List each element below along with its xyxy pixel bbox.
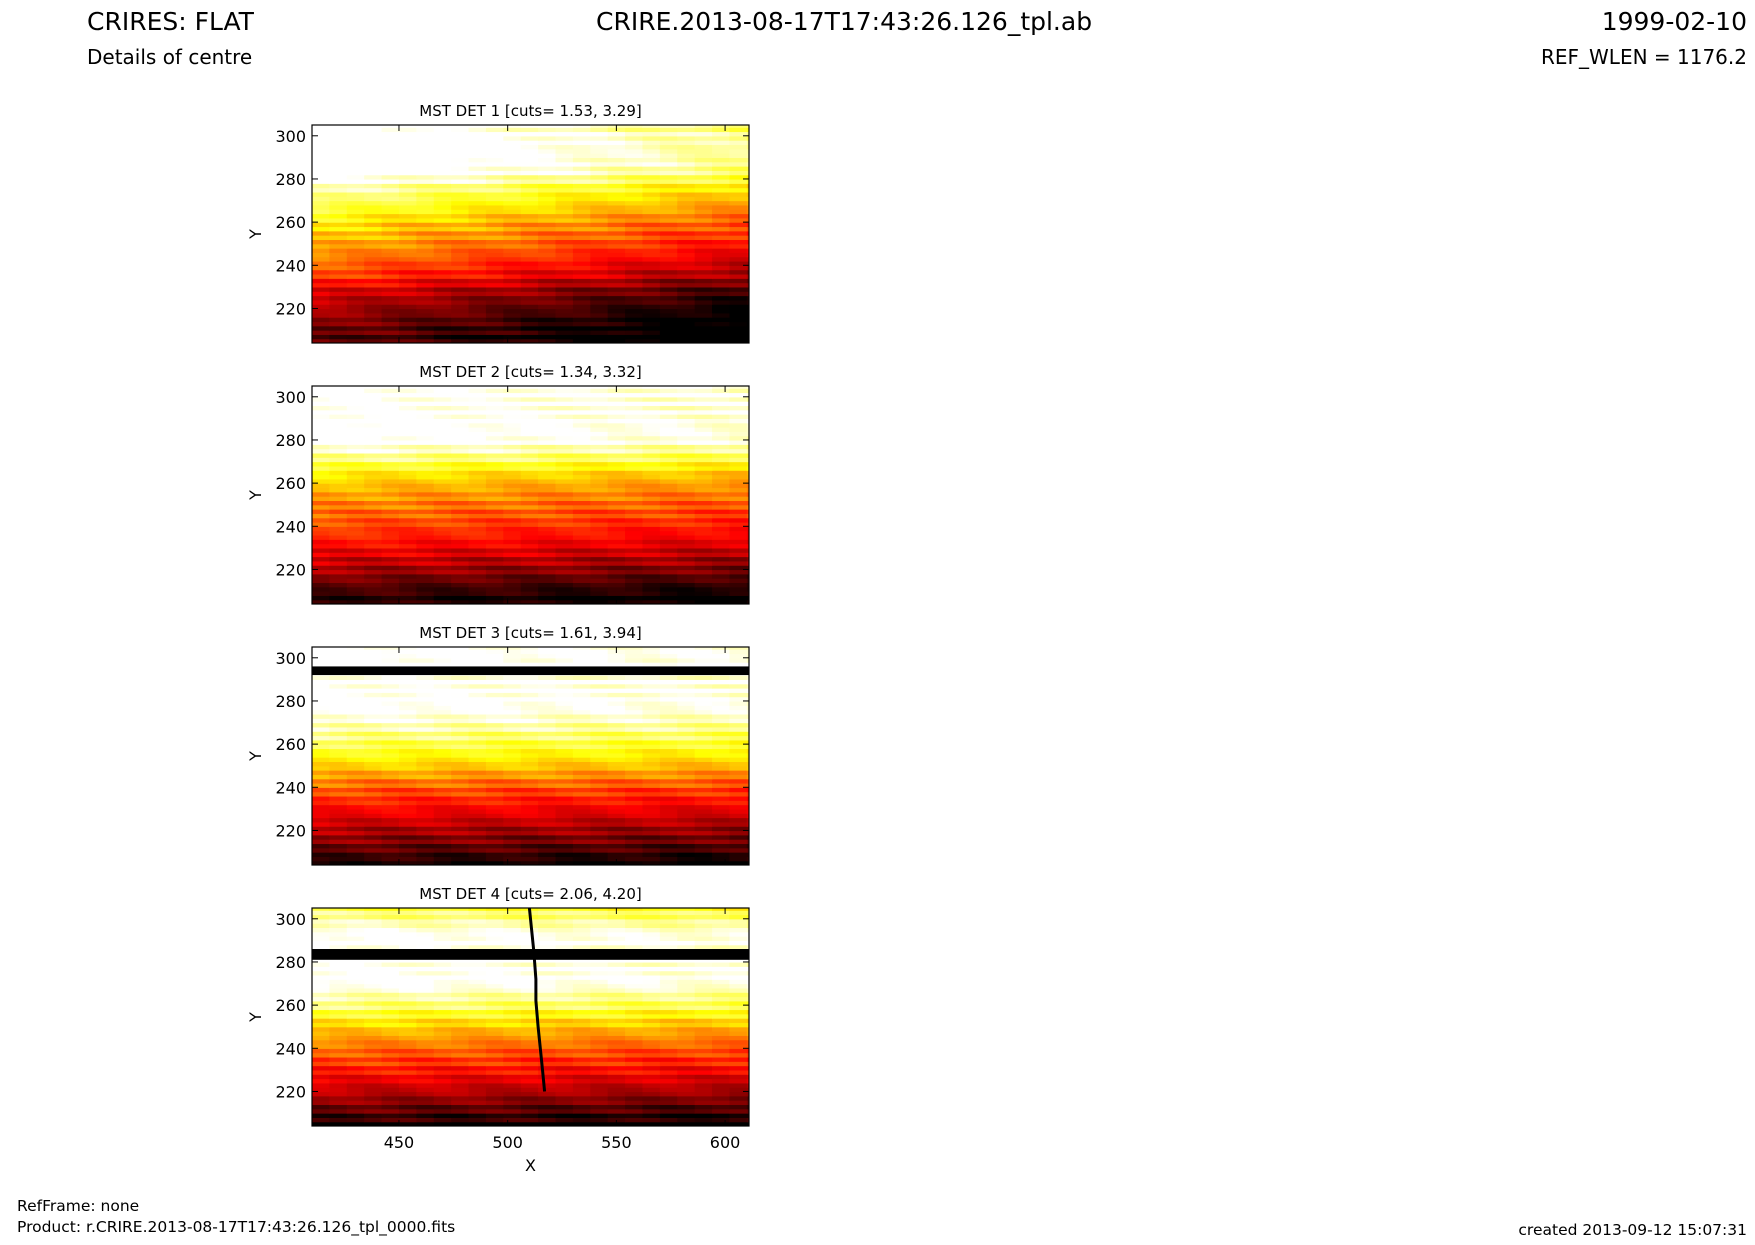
heatmap-image — [312, 386, 749, 604]
y-tick-label: 220 — [275, 1082, 306, 1101]
y-tick-label: 240 — [275, 1039, 306, 1058]
report-subtitle: Details of centre — [87, 45, 253, 69]
panel-title: MST DET 3 [cuts= 1.61, 3.94] — [419, 624, 642, 642]
y-axis-label: Y — [246, 490, 265, 501]
y-tick-label: 300 — [275, 127, 306, 146]
product-label: Product: r.CRIRE.2013-08-17T17:43:26.126… — [17, 1218, 456, 1236]
detector-panel-3: MST DET 3 [cuts= 1.61, 3.94] 220 240 260 280… — [246, 624, 750, 866]
y-tick-label: 220 — [275, 299, 306, 318]
y-axis-label: Y — [246, 229, 265, 240]
y-tick-label: 300 — [275, 910, 306, 929]
y-tick-label: 300 — [275, 388, 306, 407]
bad-row-band — [312, 666, 749, 676]
detector-panel-4: MST DET 4 [cuts= 2.06, 4.20] 220 240 260 280… — [246, 885, 750, 1175]
ref-wlen: REF_WLEN = 1176.2 — [1540, 45, 1747, 69]
y-tick-label: 280 — [275, 692, 306, 711]
y-tick-label: 240 — [275, 256, 306, 275]
panel-frame — [311, 646, 750, 866]
panel-title: MST DET 1 [cuts= 1.53, 3.29] — [419, 102, 642, 120]
x-tick-label: 500 — [492, 1133, 523, 1152]
y-tick-label: 280 — [275, 953, 306, 972]
heatmap-image — [312, 125, 749, 343]
panel-title: MST DET 2 [cuts= 1.34, 3.32] — [419, 363, 642, 381]
refframe-label: RefFrame: none — [17, 1197, 140, 1215]
y-tick-label: 220 — [275, 821, 306, 840]
y-tick-label: 280 — [275, 170, 306, 189]
created-label: created 2013-09-12 15:07:31 — [1518, 1221, 1747, 1239]
x-tick-label: 450 — [384, 1133, 415, 1152]
observation-date: 1999-02-10 — [1601, 7, 1747, 36]
y-tick-label: 240 — [275, 517, 306, 536]
panel-frame — [311, 385, 750, 605]
bad-row-band — [312, 949, 749, 960]
y-tick-label: 220 — [275, 560, 306, 579]
x-tick-label: 600 — [710, 1133, 741, 1152]
file-name: CRIRE.2013-08-17T17:43:26.126_tpl.ab — [596, 7, 1093, 36]
y-tick-label: 260 — [275, 474, 306, 493]
y-axis-label: Y — [246, 1012, 265, 1023]
x-axis-label: X — [525, 1156, 536, 1175]
y-tick-label: 260 — [275, 996, 306, 1015]
y-tick-label: 280 — [275, 431, 306, 450]
panel-title: MST DET 4 [cuts= 2.06, 4.20] — [419, 885, 642, 903]
y-tick-label: 300 — [275, 649, 306, 668]
report-title: CRIRES: FLAT — [87, 7, 254, 36]
heatmap-image — [312, 647, 749, 865]
x-tick-label: 550 — [601, 1133, 632, 1152]
panel-frame — [311, 124, 750, 344]
vertical-trace — [527, 908, 547, 1092]
detector-panel-2: MST DET 2 [cuts= 1.34, 3.32] 220 240 260 280… — [246, 363, 750, 605]
y-tick-label: 240 — [275, 778, 306, 797]
y-axis-label: Y — [246, 751, 265, 762]
heatmap-image — [312, 908, 749, 1126]
y-tick-label: 260 — [275, 213, 306, 232]
y-tick-label: 260 — [275, 735, 306, 754]
detector-panel-1: MST DET 1 [cuts= 1.53, 3.29] 220 240 260 280… — [246, 102, 750, 344]
panel-frame — [311, 907, 750, 1127]
